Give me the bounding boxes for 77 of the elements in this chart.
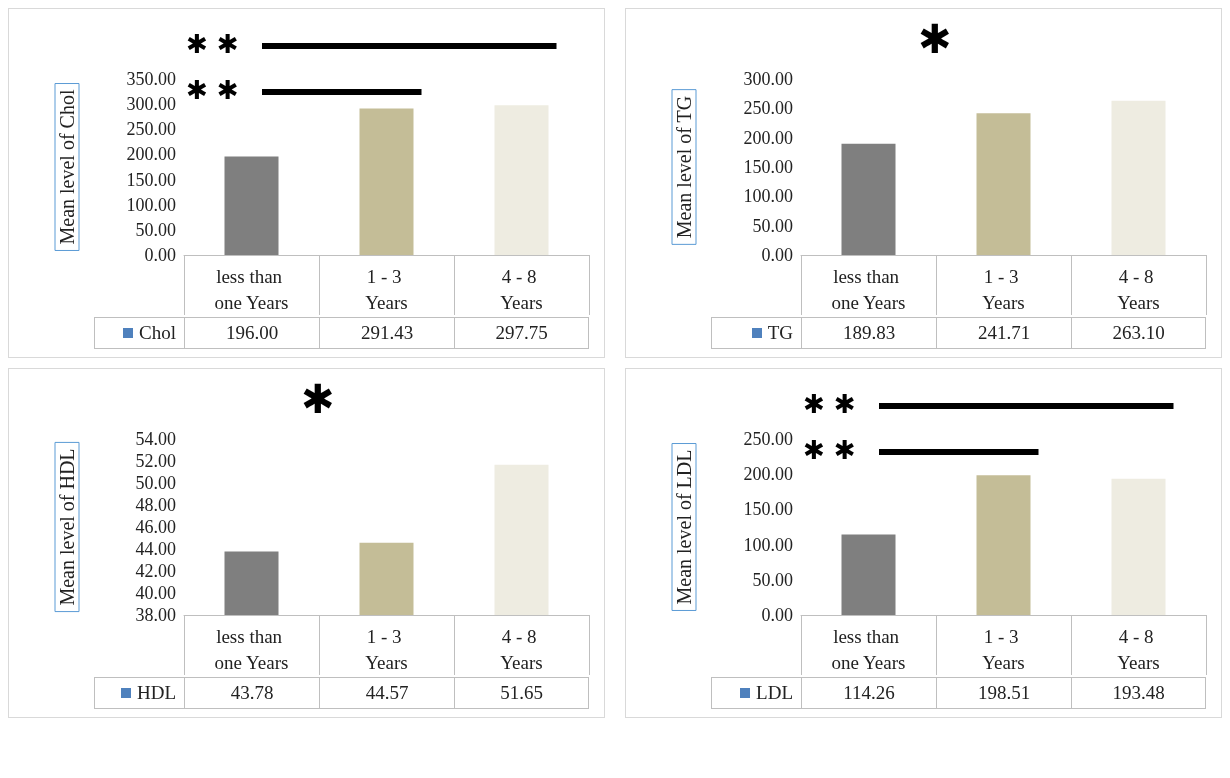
x-tick-label: less than one Years	[831, 265, 906, 313]
data-label: 196.00	[184, 317, 319, 349]
data-label: 241.71	[936, 317, 1071, 349]
y-axis-title: Mean level of Chol	[56, 89, 78, 245]
text: ✱	[918, 16, 952, 62]
x-tick-label: less than one Years	[831, 625, 906, 673]
y-tick-label: 38.00	[135, 605, 176, 625]
y-tick-label: 52.00	[135, 451, 176, 471]
data-label: 291.43	[319, 317, 454, 349]
y-tick-label: 100.00	[743, 186, 793, 207]
data-label: 114.26	[801, 677, 936, 709]
y-tick-label: 50.00	[135, 473, 176, 493]
x-tick-label: 4 - 8 Years	[500, 625, 543, 673]
y-tick-label: 250.00	[126, 119, 176, 140]
y-tick-label: 150.00	[743, 499, 793, 520]
y-tick-label: 300.00	[743, 69, 793, 89]
x-tick-label: less than one Years	[214, 265, 289, 313]
bar	[976, 475, 1031, 615]
bar	[359, 108, 414, 255]
text: ✱	[301, 376, 335, 422]
bar	[494, 105, 549, 255]
bar	[1111, 100, 1166, 255]
bar	[976, 113, 1031, 255]
y-tick-label: 200.00	[126, 144, 176, 165]
x-tick-label: 4 - 8 Years	[1117, 625, 1160, 673]
y-tick-label: 50.00	[752, 215, 793, 236]
y-tick-label: 350.00	[126, 69, 176, 89]
y-tick-label: 0.00	[761, 605, 793, 625]
x-tick-label: 1 - 3 Years	[365, 625, 408, 673]
y-tick-label: 100.00	[126, 194, 176, 215]
annotation: ✱ ✱	[803, 435, 856, 465]
data-label: 51.65	[454, 677, 589, 709]
y-tick-label: 150.00	[126, 169, 176, 190]
y-tick-label: 48.00	[135, 495, 176, 515]
y-tick-label: 42.00	[135, 561, 176, 581]
data-label: 189.83	[801, 317, 936, 349]
annotation: ✱ ✱	[186, 75, 239, 105]
data-label: 44.57	[319, 677, 454, 709]
y-tick-label: 50.00	[752, 569, 793, 590]
y-tick-label: 44.00	[135, 539, 176, 559]
bar	[224, 156, 279, 255]
y-axis-title: Mean level of TG	[673, 95, 695, 239]
text: ✱ ✱	[186, 29, 239, 59]
y-tick-label: 200.00	[743, 127, 793, 148]
y-tick-label: 40.00	[135, 583, 176, 603]
text: TG	[767, 322, 793, 344]
y-tick-label: 0.00	[761, 245, 793, 265]
y-tick-label: 50.00	[135, 219, 176, 240]
x-tick-label: 1 - 3 Years	[982, 265, 1025, 313]
bar	[841, 534, 896, 615]
y-tick-label: 54.00	[135, 429, 176, 449]
text: LDL	[756, 682, 793, 704]
x-tick-label: less than one Years	[214, 625, 289, 673]
text: Chol	[139, 322, 176, 344]
data-label: 297.75	[454, 317, 589, 349]
x-tick-label: 4 - 8 Years	[1117, 265, 1160, 313]
y-tick-label: 0.00	[144, 245, 176, 265]
bar	[841, 143, 896, 255]
y-tick-label: 200.00	[743, 464, 793, 485]
data-label: 193.48	[1071, 677, 1206, 709]
x-tick-label: 4 - 8 Years	[500, 265, 543, 313]
data-label: 198.51	[936, 677, 1071, 709]
x-tick-label: 1 - 3 Years	[982, 625, 1025, 673]
y-tick-label: 150.00	[743, 157, 793, 177]
y-tick-label: 46.00	[135, 517, 176, 537]
data-label: 263.10	[1071, 317, 1206, 349]
y-tick-label: 300.00	[126, 94, 176, 115]
y-tick-label: 100.00	[743, 534, 793, 555]
bar	[1111, 478, 1166, 615]
text: ✱ ✱	[803, 389, 856, 419]
y-tick-label: 250.00	[743, 429, 793, 449]
data-label: 43.78	[184, 677, 319, 709]
y-axis-title: Mean level of HDL	[56, 448, 78, 606]
x-tick-label: 1 - 3 Years	[365, 265, 408, 313]
text: HDL	[136, 682, 176, 704]
y-tick-label: 250.00	[743, 98, 793, 119]
y-axis-title: Mean level of LDL	[673, 449, 695, 605]
